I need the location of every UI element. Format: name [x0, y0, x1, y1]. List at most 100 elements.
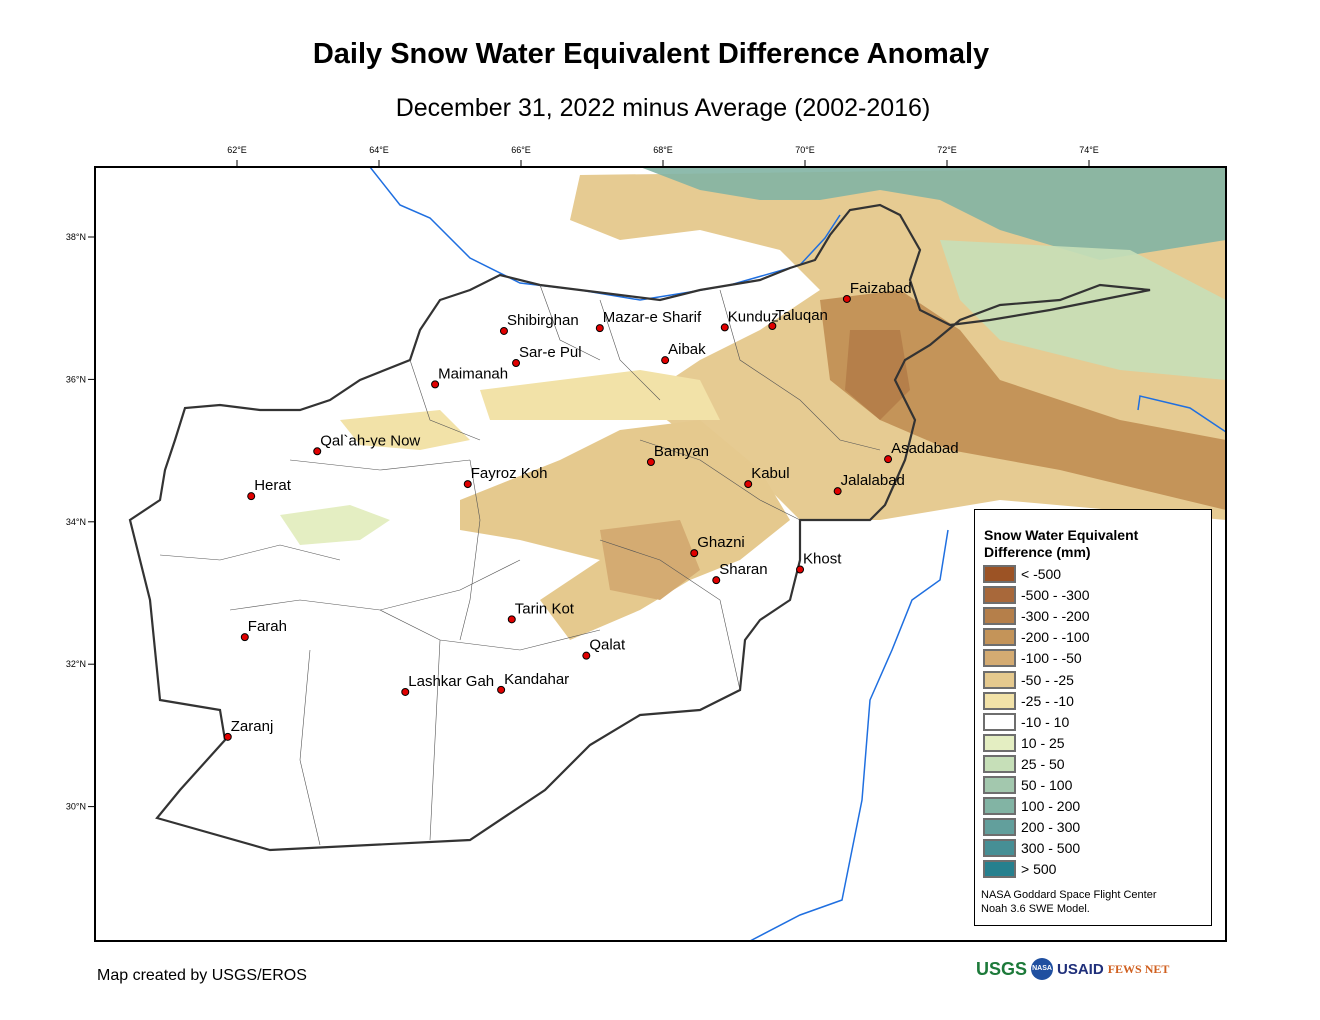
city-marker[interactable]: Farah: [240, 618, 287, 642]
legend-title-line2: Difference (mm): [984, 544, 1091, 560]
legend-item: 300 - 500: [983, 839, 1081, 858]
city-label: Kandahar: [504, 671, 569, 688]
city-marker[interactable]: Bamyan: [646, 443, 709, 466]
legend-label: -25 - -10: [1021, 692, 1074, 709]
city-dot-icon: [720, 323, 729, 332]
city-marker[interactable]: Khost: [796, 551, 843, 574]
anomaly-area-qal: [340, 410, 470, 450]
anomaly-area-ghazni: [600, 520, 700, 600]
city-label: Mazar-e Sharif: [603, 309, 702, 326]
city-dot-icon: [582, 651, 591, 660]
legend-item: 25 - 50: [983, 754, 1065, 773]
legend-label: -200 - -100: [1021, 629, 1090, 646]
city-dot-icon: [842, 294, 851, 303]
city-label: Aibak: [668, 341, 706, 358]
river-east: [1137, 395, 1226, 433]
legend-label: -500 - -300: [1021, 587, 1090, 604]
city-marker[interactable]: Kandahar: [497, 671, 570, 694]
city-marker[interactable]: Maimanah: [431, 365, 509, 389]
lon-tick-label: 70°E: [795, 145, 815, 155]
legend-swatch: [983, 797, 1016, 816]
lat-tick-label: 38°N: [66, 232, 86, 242]
city-marker[interactable]: Herat: [247, 477, 292, 501]
lat-tick-label: 36°N: [66, 374, 86, 384]
city-marker[interactable]: Faizabad: [842, 280, 912, 303]
city-marker[interactable]: Asadabad: [884, 440, 959, 464]
city-marker[interactable]: Kabul: [744, 465, 790, 489]
legend-item: -300 - -200: [983, 607, 1090, 626]
city-dot-icon: [507, 615, 516, 624]
city-label: Faizabad: [850, 280, 912, 297]
city-marker[interactable]: Tarin Kot: [507, 600, 575, 624]
city-marker[interactable]: Taluqan: [768, 307, 828, 330]
legend-label: 300 - 500: [1021, 840, 1081, 857]
city-marker[interactable]: Aibak: [661, 341, 707, 365]
city-dot-icon: [833, 487, 842, 496]
city-dot-icon: [431, 380, 440, 389]
legend-swatch: [983, 628, 1016, 647]
legend-label: -300 - -200: [1021, 608, 1090, 625]
partner-logos: USGS NASA USAID FEWS NET: [976, 958, 1169, 980]
lat-tick-label: 34°N: [66, 517, 86, 527]
legend-item: -25 - -10: [983, 691, 1074, 710]
city-dot-icon: [646, 457, 655, 466]
city-marker[interactable]: Qal`ah-ye Now: [313, 432, 421, 456]
legend-swatch: [983, 649, 1016, 668]
legend-label: 200 - 300: [1021, 819, 1081, 836]
city-dot-icon: [240, 633, 249, 642]
legend: Snow Water Equivalent Difference (mm) < -…: [974, 509, 1212, 926]
city-marker[interactable]: Sharan: [712, 561, 768, 585]
city-marker[interactable]: Shibirghan: [499, 312, 579, 335]
legend-swatch: [983, 733, 1016, 752]
city-marker[interactable]: Lashkar Gah: [401, 673, 494, 696]
city-marker[interactable]: Kunduz: [720, 308, 779, 332]
city-dot-icon: [712, 576, 721, 585]
legend-item: 100 - 200: [983, 797, 1080, 816]
city-dot-icon: [401, 687, 410, 696]
fews-net-logo: FEWS NET: [1107, 961, 1170, 976]
city-marker[interactable]: Mazar-e Sharif: [595, 309, 702, 333]
city-marker[interactable]: Zaranj: [223, 718, 274, 741]
lon-tick-label: 66°E: [511, 145, 531, 155]
city-marker[interactable]: Sar-e Pul: [512, 344, 582, 368]
city-label: Qal`ah-ye Now: [320, 432, 420, 449]
lat-tick-label: 30°N: [66, 802, 86, 812]
nasa-logo: NASA: [1031, 958, 1054, 980]
city-label: Lashkar Gah: [408, 673, 494, 690]
city-label: Khost: [803, 551, 842, 568]
legend-swatch: [983, 691, 1016, 710]
legend-item: < -500: [983, 565, 1061, 583]
map-title: Daily Snow Water Equivalent Difference A…: [312, 38, 990, 70]
legend-swatch: [983, 818, 1016, 837]
city-marker[interactable]: Qalat: [582, 637, 626, 660]
city-marker[interactable]: Fayroz Koh: [463, 465, 547, 489]
city-label: Jalalabad: [841, 472, 905, 489]
city-dot-icon: [661, 356, 670, 365]
city-marker[interactable]: Ghazni: [690, 534, 745, 558]
city-dot-icon: [499, 326, 508, 335]
legend-swatch: [983, 860, 1016, 879]
graticule-ticks: 62°E 64°E 66°E 68°E 70°E 72°E 74°E 38°N 36°N 34°N…: [66, 145, 1099, 812]
legend-swatch: [983, 839, 1016, 858]
lon-tick-label: 72°E: [937, 145, 957, 155]
city-dot-icon: [247, 492, 256, 501]
legend-item: -50 - -25: [983, 670, 1074, 689]
city-dot-icon: [313, 447, 322, 456]
legend-item: 10 - 25: [983, 733, 1065, 752]
city-label: Sharan: [719, 561, 767, 578]
city-label: Kunduz: [728, 308, 779, 325]
legend-item: 50 - 100: [983, 776, 1072, 794]
map-credit: Map created by USGS/EROS: [97, 967, 307, 984]
city-label: Farah: [248, 618, 287, 635]
anomaly-area-brown-dark: [845, 330, 910, 420]
anomaly-area-brown: [820, 290, 1226, 510]
map-subtitle: December 31, 2022 minus Average (2002-20…: [395, 94, 931, 122]
usgs-logo: USGS: [976, 958, 1028, 979]
anomaly-area-green: [940, 240, 1226, 380]
afghanistan-border: [128, 203, 1151, 852]
city-dot-icon: [768, 322, 777, 330]
city-label: Zaranj: [231, 718, 274, 735]
city-marker[interactable]: Jalalabad: [833, 472, 905, 496]
